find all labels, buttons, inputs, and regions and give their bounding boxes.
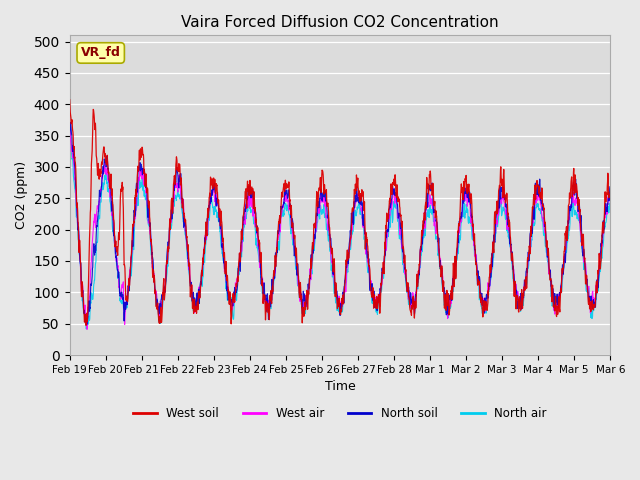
Legend: West soil, West air, North soil, North air: West soil, West air, North soil, North a…	[129, 402, 552, 425]
Y-axis label: CO2 (ppm): CO2 (ppm)	[15, 161, 28, 229]
Text: VR_fd: VR_fd	[81, 47, 120, 60]
X-axis label: Time: Time	[324, 380, 355, 393]
Title: Vaira Forced Diffusion CO2 Concentration: Vaira Forced Diffusion CO2 Concentration	[181, 15, 499, 30]
